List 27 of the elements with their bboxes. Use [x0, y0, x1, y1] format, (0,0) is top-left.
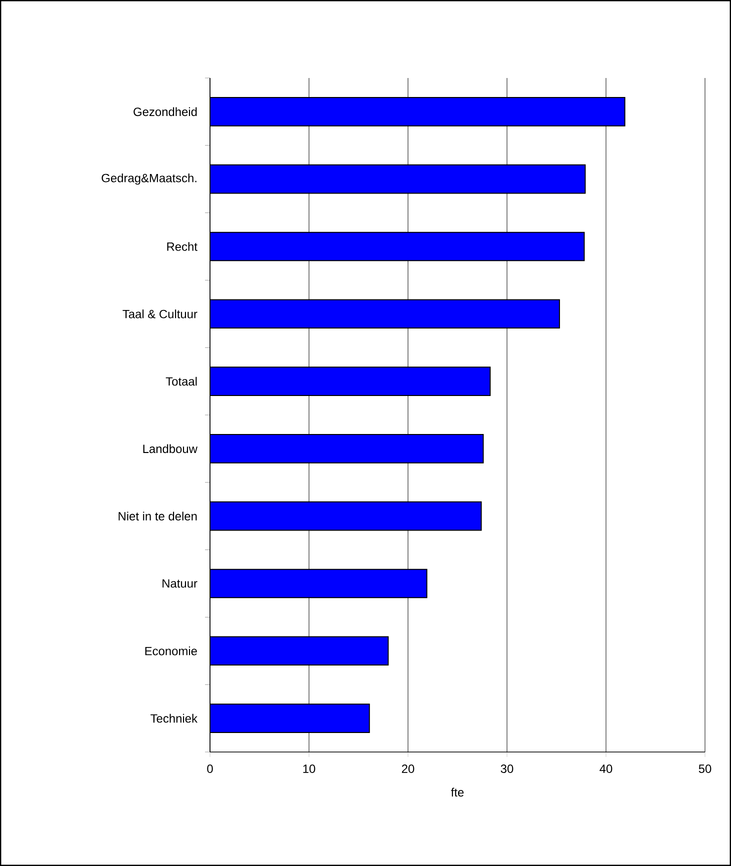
x-tick-label: 30	[500, 764, 514, 773]
y-tick-label: Techniek	[150, 714, 198, 723]
x-tick-label: 0	[207, 764, 213, 773]
bar	[210, 299, 560, 329]
y-tick-label: Gezondheid	[134, 107, 197, 116]
x-tick-label: 50	[698, 764, 712, 773]
y-tick-label: Gedrag&Maatsch.	[102, 174, 196, 185]
y-tick-label: Economie	[145, 646, 197, 656]
bar	[210, 164, 586, 194]
bar	[210, 636, 389, 666]
y-tick-label: Recht	[167, 242, 198, 251]
y-tick-label: Taal & Cultuur	[122, 310, 198, 318]
bar	[210, 568, 428, 598]
bar	[210, 501, 482, 531]
y-tick-label: Landbouw	[143, 444, 198, 454]
x-tick-label: 20	[402, 764, 414, 773]
bar	[210, 434, 484, 464]
bar	[210, 232, 585, 262]
y-tick-label: Niet in te delen	[118, 512, 197, 520]
bar	[210, 366, 491, 396]
x-tick-label: 10	[303, 764, 316, 773]
x-axis-title: fte	[451, 788, 464, 797]
y-tick-label: Totaal	[166, 376, 197, 386]
x-tick-label: 40	[600, 764, 612, 773]
y-tick-label: Natuur	[162, 579, 198, 588]
bar	[210, 97, 626, 126]
bar	[210, 704, 370, 733]
